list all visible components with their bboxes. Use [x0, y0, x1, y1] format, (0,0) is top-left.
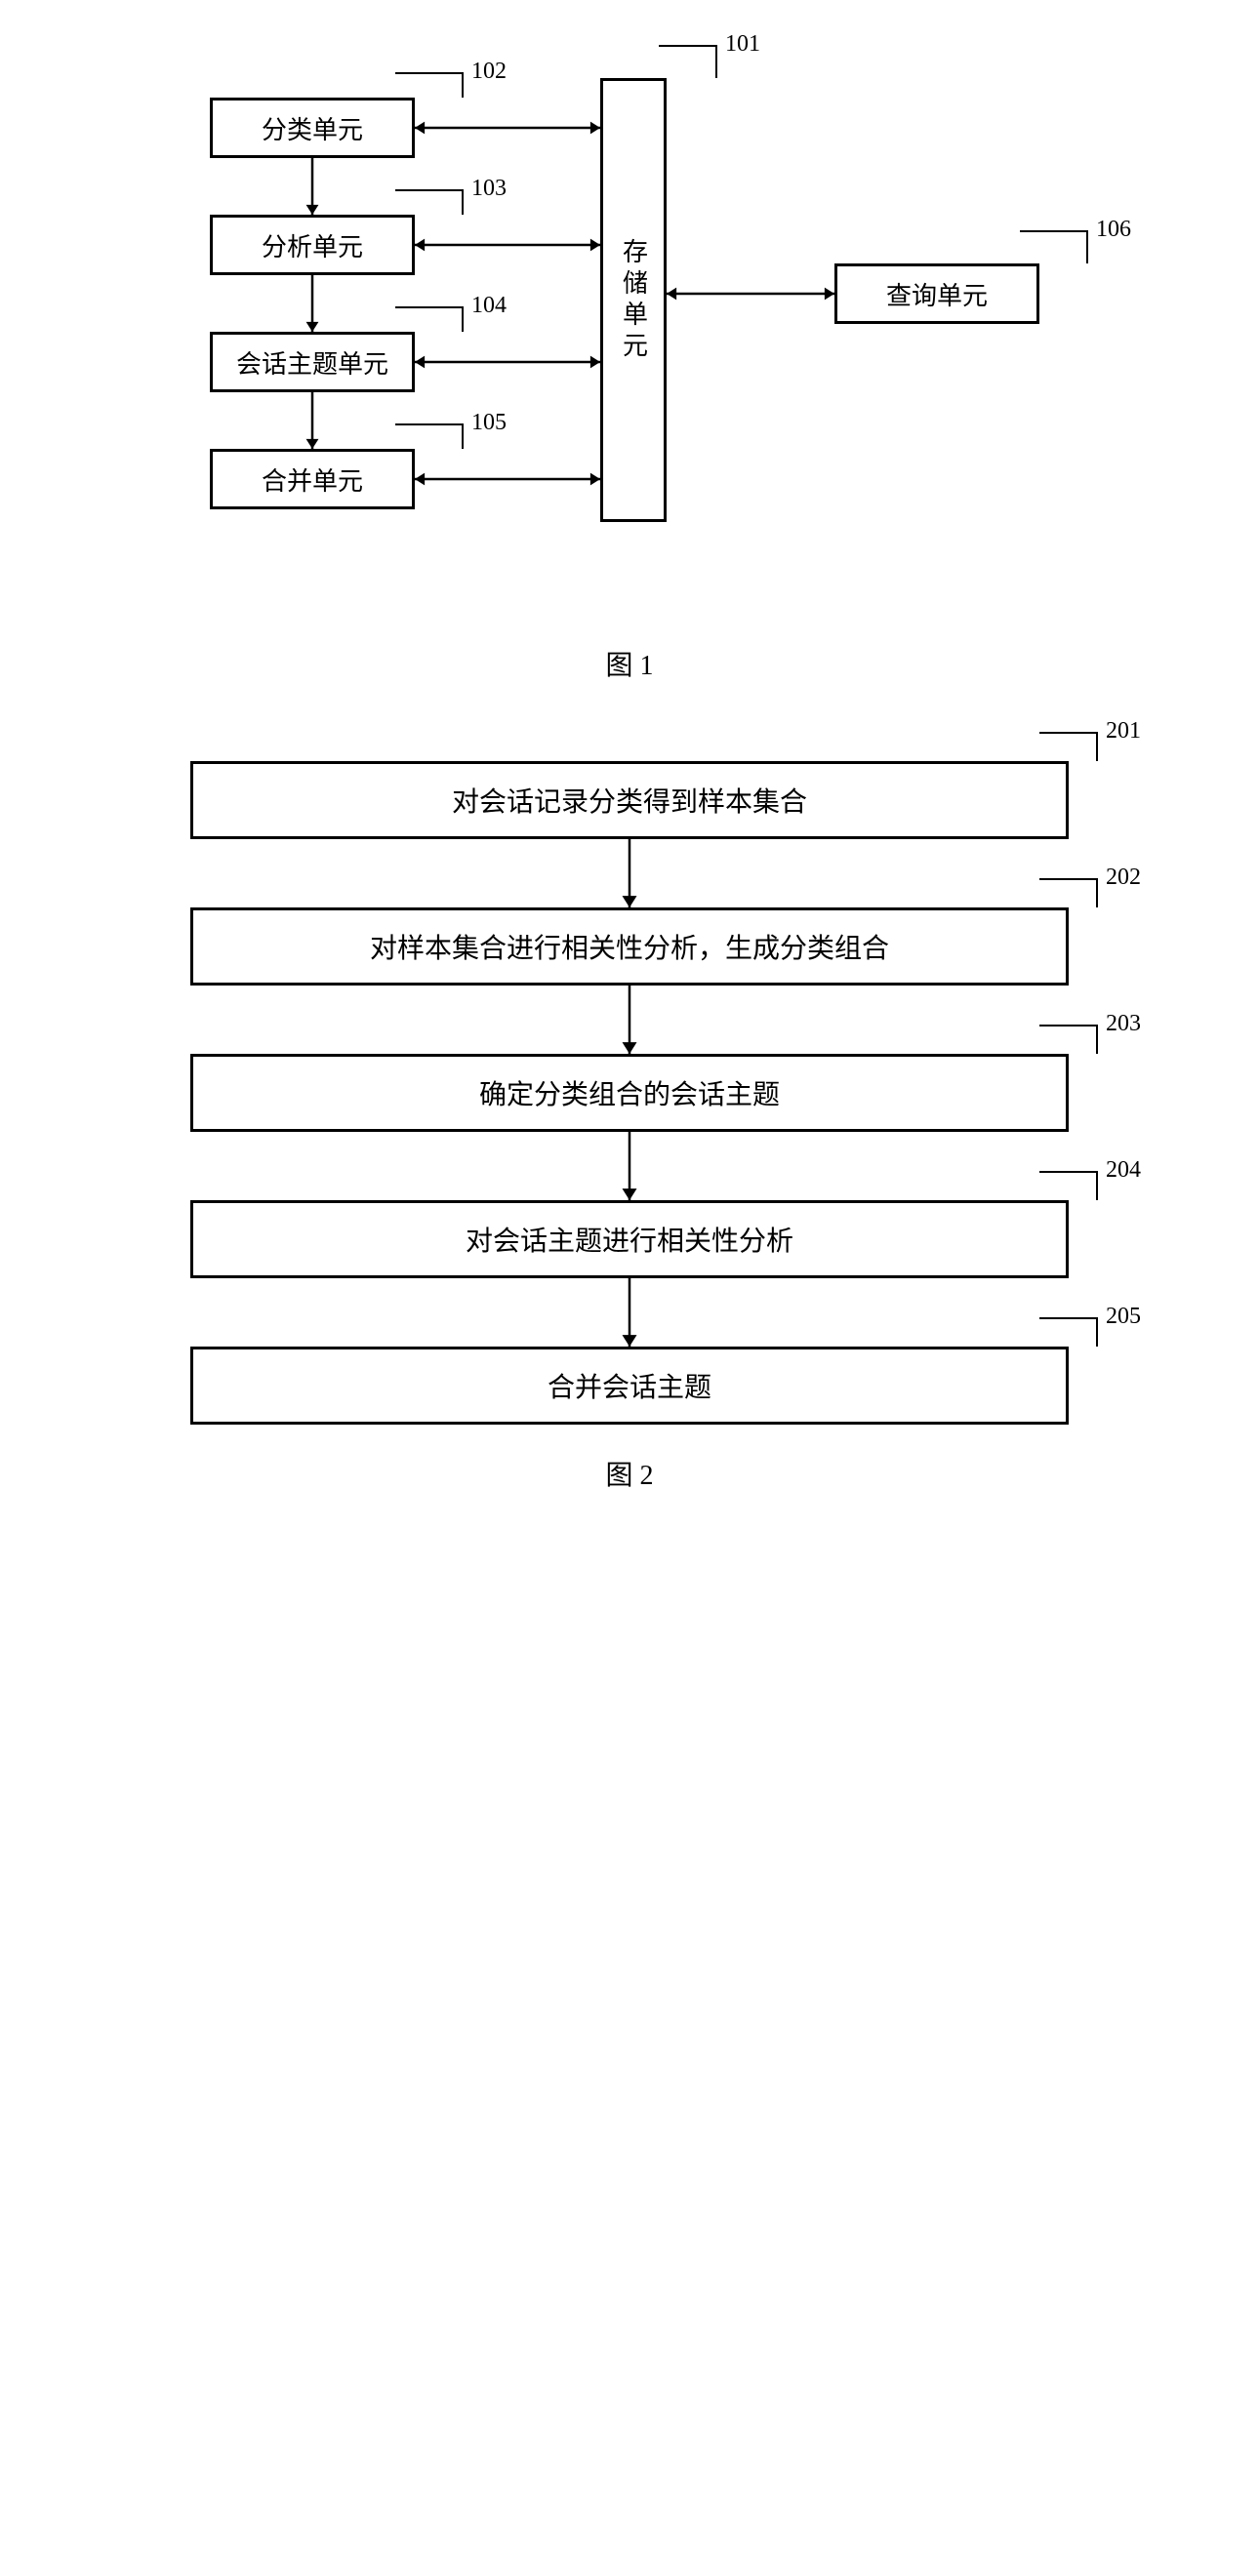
figure-2-flowchart: 对会话记录分类得到样本集合201对样本集合进行相关性分析，生成分类组合202确定… — [78, 761, 1181, 1425]
label-203: 203 — [1106, 1011, 1141, 1037]
leader-102 — [395, 72, 464, 98]
leader-105 — [395, 423, 464, 449]
flow-arrow-204-to-205 — [610, 1278, 649, 1347]
leader-205 — [1039, 1317, 1098, 1347]
leader-106 — [1020, 230, 1088, 263]
flow-step-202: 对样本集合进行相关性分析，生成分类组合 — [190, 907, 1069, 986]
unit-box-104: 会话主题单元 — [210, 332, 415, 392]
unit-box-105: 合并单元 — [210, 449, 415, 509]
flow-arrow-203-to-204 — [610, 1132, 649, 1200]
flow-step-203: 确定分类组合的会话主题 — [190, 1054, 1069, 1132]
flow-step-204: 对会话主题进行相关性分析 — [190, 1200, 1069, 1278]
leader-203 — [1039, 1025, 1098, 1054]
leader-101 — [659, 45, 717, 78]
leader-204 — [1039, 1171, 1098, 1200]
leader-103 — [395, 189, 464, 215]
label-204: 204 — [1106, 1157, 1141, 1184]
label-205: 205 — [1106, 1304, 1141, 1330]
label-105: 105 — [471, 410, 507, 436]
label-106: 106 — [1096, 217, 1131, 243]
flow-step-wrap-205: 合并会话主题205 — [190, 1347, 1069, 1425]
label-102: 102 — [471, 59, 507, 85]
flow-step-205: 合并会话主题 — [190, 1347, 1069, 1425]
figure-1-caption: 图 1 — [78, 644, 1181, 683]
storage-unit-box: 存储单元 — [600, 78, 667, 522]
label-101: 101 — [725, 31, 760, 58]
leader-104 — [395, 306, 464, 332]
leader-201 — [1039, 732, 1098, 761]
label-104: 104 — [471, 293, 507, 319]
flow-step-wrap-201: 对会话记录分类得到样本集合201 — [190, 761, 1069, 839]
flow-arrow-201-to-202 — [610, 839, 649, 907]
label-202: 202 — [1106, 865, 1141, 891]
unit-box-103: 分析单元 — [210, 215, 415, 275]
figure-2-caption: 图 2 — [78, 1454, 1181, 1493]
flow-step-wrap-202: 对样本集合进行相关性分析，生成分类组合202 — [190, 907, 1069, 986]
figure-1-block-diagram: 分类单元102分析单元103会话主题单元104合并单元105存储单元101查询单… — [151, 39, 1108, 585]
flow-step-wrap-204: 对会话主题进行相关性分析204 — [190, 1200, 1069, 1278]
flow-step-wrap-203: 确定分类组合的会话主题203 — [190, 1054, 1069, 1132]
flow-step-201: 对会话记录分类得到样本集合 — [190, 761, 1069, 839]
unit-box-102: 分类单元 — [210, 98, 415, 158]
leader-202 — [1039, 878, 1098, 907]
label-103: 103 — [471, 176, 507, 202]
query-unit-box: 查询单元 — [834, 263, 1039, 324]
flow-arrow-202-to-203 — [610, 986, 649, 1054]
label-201: 201 — [1106, 718, 1141, 745]
